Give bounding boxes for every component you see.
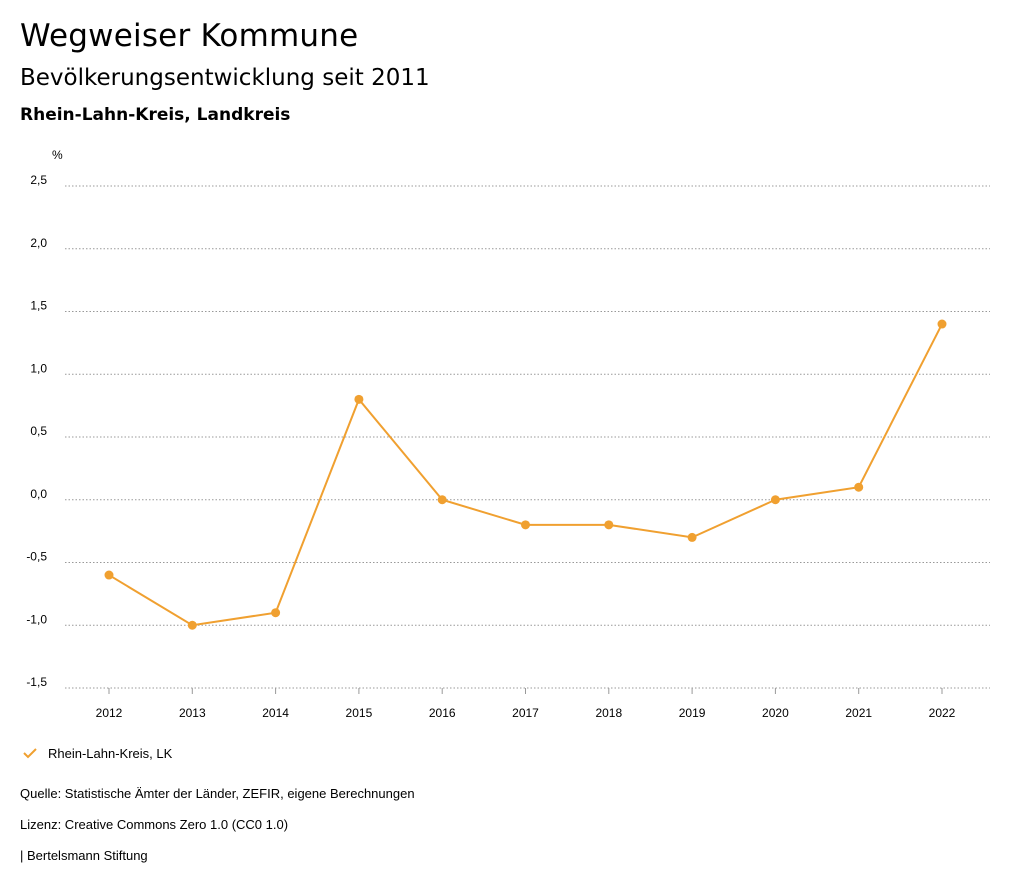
- y-tick-label: 2,5: [30, 173, 47, 187]
- y-tick-label: 2,0: [30, 236, 47, 250]
- line-chart: % 2,52,01,51,00,50,0-0,5-1,0-1,5 2012 201…: [26, 148, 990, 720]
- chart-subtitle: Bevölkerungsentwicklung seit 2011: [20, 65, 430, 91]
- x-tick-label: 2020: [762, 706, 789, 720]
- data-point[interactable]: [187, 620, 197, 630]
- data-point[interactable]: [271, 608, 281, 618]
- data-point[interactable]: [104, 570, 114, 580]
- grid-lines: [65, 185, 990, 689]
- region-label: Rhein-Lahn-Kreis, Landkreis: [20, 105, 291, 125]
- checkmark-icon: [23, 748, 37, 759]
- x-tick-label: 2019: [679, 706, 706, 720]
- data-point[interactable]: [354, 394, 364, 404]
- x-tick-label: 2013: [179, 706, 206, 720]
- data-point[interactable]: [937, 319, 947, 329]
- y-axis: 2,5 2,0 1,5 1,0 0,5 0,0 -0,5 -1,0 -1,5: [26, 173, 47, 689]
- chart-title: Wegweiser Kommune: [20, 18, 359, 54]
- x-tick-label: 2017: [512, 706, 539, 720]
- x-tick-label: 2018: [595, 706, 622, 720]
- data-point[interactable]: [437, 495, 447, 505]
- y-unit-label: %: [52, 148, 63, 162]
- y-tick-label: -1,5: [26, 675, 47, 689]
- y-tick-label: 0,0: [30, 487, 47, 501]
- y-tick-label: -0,5: [26, 550, 47, 564]
- legend-label: Rhein-Lahn-Kreis, LK: [48, 745, 173, 761]
- x-tick-label: 2012: [96, 706, 123, 720]
- data-point[interactable]: [687, 532, 697, 542]
- publisher-note: | Bertelsmann Stiftung: [20, 848, 148, 863]
- data-point[interactable]: [604, 520, 614, 530]
- data-point[interactable]: [521, 520, 530, 530]
- x-tick-label: 2016: [429, 706, 456, 720]
- license-note: Lizenz: Creative Commons Zero 1.0 (CC0 1…: [20, 817, 289, 832]
- y-tick-label: 0,5: [30, 424, 47, 438]
- x-tick-label: 2015: [346, 706, 373, 720]
- x-tick-label: 2021: [845, 706, 872, 720]
- y-tick-label: 1,5: [30, 299, 47, 313]
- legend[interactable]: Rhein-Lahn-Kreis, LK: [22, 745, 172, 761]
- data-point[interactable]: [854, 482, 864, 492]
- y-tick-label: 1,0: [30, 361, 47, 375]
- y-tick-label: -1,0: [26, 612, 47, 626]
- x-axis: 2012 2013 2014 2015 2016 2017 2018 2019 2020 2021…: [96, 688, 956, 720]
- source-note: Quelle: Statistische Ämter der Länder, Z…: [20, 786, 415, 801]
- series-group: [104, 319, 947, 630]
- series-line: [108, 323, 943, 627]
- x-tick-label: 2022: [929, 706, 956, 720]
- data-point[interactable]: [770, 495, 780, 505]
- x-tick-label: 2014: [262, 706, 289, 720]
